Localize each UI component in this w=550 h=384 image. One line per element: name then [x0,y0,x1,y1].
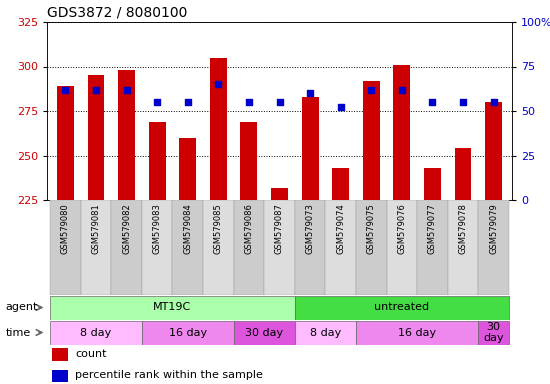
Text: GSM579079: GSM579079 [489,203,498,253]
Point [245,99,254,105]
Text: agent: agent [6,303,38,313]
Text: GDS3872 / 8080100: GDS3872 / 8080100 [47,5,188,19]
Point [275,99,284,105]
Bar [234,200,264,295]
Point [428,99,437,105]
Bar [50,296,295,319]
Bar [455,148,471,200]
Bar [478,200,509,295]
Point [61,86,70,93]
Text: percentile rank within the sample: percentile rank within the sample [75,371,263,381]
Point [336,104,345,111]
Text: time: time [6,328,31,338]
Bar [173,200,203,295]
Text: 16 day: 16 day [398,328,436,338]
Text: GSM579085: GSM579085 [214,203,223,253]
Text: GSM579086: GSM579086 [244,203,254,254]
Point [183,99,192,105]
Bar [417,200,448,295]
Bar [356,321,478,344]
Bar [448,200,478,295]
Bar [148,122,166,200]
Text: GSM579077: GSM579077 [428,203,437,254]
Text: GSM579080: GSM579080 [61,203,70,253]
Bar [50,200,81,295]
Text: 16 day: 16 day [169,328,207,338]
Bar [142,321,234,344]
Bar [87,75,104,200]
Bar [264,200,295,295]
Point [122,86,131,93]
Bar [52,369,68,382]
Text: GSM579083: GSM579083 [153,203,162,254]
Bar [356,200,387,295]
Point [459,99,468,105]
Bar [111,200,142,295]
Bar [271,187,288,200]
Point [398,86,406,93]
Text: GSM579076: GSM579076 [397,203,406,254]
Point [214,81,223,88]
Text: MT19C: MT19C [153,303,191,313]
Bar [52,348,68,361]
Text: 30 day: 30 day [245,328,283,338]
Bar [387,200,417,295]
Bar [50,321,142,344]
Bar [179,138,196,200]
Bar [240,122,257,200]
Text: GSM579084: GSM579084 [183,203,192,253]
Text: GSM579087: GSM579087 [275,203,284,254]
Bar [295,200,326,295]
Bar [234,321,295,344]
Text: GSM579073: GSM579073 [306,203,315,254]
Text: untreated: untreated [375,303,430,313]
Point [306,90,315,96]
Bar [118,70,135,200]
Bar [203,200,234,295]
Text: GSM579081: GSM579081 [91,203,101,253]
Bar [478,321,509,344]
Text: 8 day: 8 day [80,328,112,338]
Bar [210,58,227,200]
Bar [295,296,509,319]
Text: GSM579074: GSM579074 [336,203,345,253]
Bar [295,321,356,344]
Bar [81,200,111,295]
Bar [332,168,349,200]
Text: GSM579078: GSM579078 [459,203,468,254]
Point [91,86,100,93]
Bar [326,200,356,295]
Point [367,86,376,93]
Text: GSM579075: GSM579075 [367,203,376,253]
Text: GSM579082: GSM579082 [122,203,131,253]
Bar [393,65,410,200]
Bar [57,86,74,200]
Bar [424,168,441,200]
Text: 8 day: 8 day [310,328,341,338]
Text: 30
day: 30 day [483,322,504,343]
Bar [363,81,379,200]
Bar [485,102,502,200]
Bar [302,97,318,200]
Text: count: count [75,349,106,359]
Point [490,99,498,105]
Point [153,99,162,105]
Bar [142,200,173,295]
